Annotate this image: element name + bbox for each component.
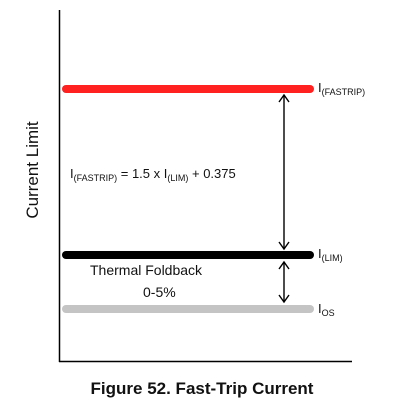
lim-level-label: I(LIM)	[318, 246, 343, 263]
fastrip-lim-arrow	[278, 93, 290, 251]
figure-caption: Figure 52. Fast-Trip Current	[90, 379, 314, 398]
lim-os-arrow	[278, 260, 290, 304]
fastrip-formula: I(FASTRIP) = 1.5 x I(LIM) + 0.375	[70, 166, 236, 183]
fastrip-level-label: I(FASTRIP)	[318, 80, 366, 97]
thermal-foldback-range: 0-5%	[143, 284, 176, 300]
y-axis-label: Current Limit	[23, 121, 42, 219]
os-level-label: IOS	[318, 301, 335, 318]
thermal-foldback-label: Thermal Foldback	[90, 262, 203, 278]
